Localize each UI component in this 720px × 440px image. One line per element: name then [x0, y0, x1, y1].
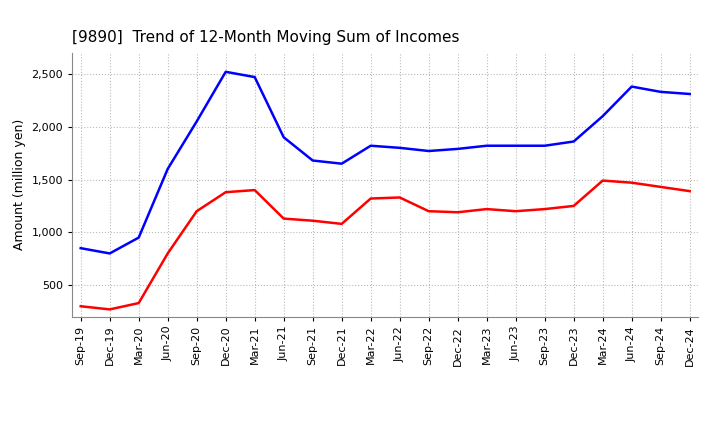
Net Income [685, 188, 694, 194]
Ordinary Income [395, 145, 404, 150]
Text: [9890]  Trend of 12-Month Moving Sum of Incomes: [9890] Trend of 12-Month Moving Sum of I… [72, 29, 459, 45]
Net Income [279, 216, 288, 221]
Ordinary Income [657, 89, 665, 95]
Net Income [657, 184, 665, 190]
Net Income [251, 187, 259, 193]
Net Income [598, 178, 607, 183]
Ordinary Income [570, 139, 578, 144]
Ordinary Income [511, 143, 520, 148]
Ordinary Income [482, 143, 491, 148]
Ordinary Income [627, 84, 636, 89]
Ordinary Income [598, 114, 607, 119]
Net Income [570, 203, 578, 209]
Net Income [454, 209, 462, 215]
Ordinary Income [685, 92, 694, 97]
Net Income [76, 304, 85, 309]
Net Income [366, 196, 375, 201]
Net Income [221, 190, 230, 195]
Line: Net Income: Net Income [81, 180, 690, 309]
Ordinary Income [454, 146, 462, 151]
Line: Ordinary Income: Ordinary Income [81, 72, 690, 253]
Net Income [135, 301, 143, 306]
Ordinary Income [308, 158, 317, 163]
Net Income [424, 209, 433, 214]
Net Income [192, 209, 201, 214]
Ordinary Income [541, 143, 549, 148]
Net Income [511, 209, 520, 214]
Ordinary Income [105, 251, 114, 256]
Net Income [338, 221, 346, 227]
Net Income [541, 206, 549, 212]
Net Income [163, 251, 172, 256]
Net Income [482, 206, 491, 212]
Ordinary Income [279, 135, 288, 140]
Net Income [395, 195, 404, 200]
Ordinary Income [221, 69, 230, 74]
Ordinary Income [251, 74, 259, 80]
Ordinary Income [424, 148, 433, 154]
Ordinary Income [366, 143, 375, 148]
Ordinary Income [135, 235, 143, 240]
Ordinary Income [192, 119, 201, 124]
Ordinary Income [338, 161, 346, 166]
Ordinary Income [76, 246, 85, 251]
Net Income [627, 180, 636, 185]
Net Income [105, 307, 114, 312]
Net Income [308, 218, 317, 224]
Ordinary Income [163, 166, 172, 172]
Y-axis label: Amount (million yen): Amount (million yen) [13, 119, 26, 250]
